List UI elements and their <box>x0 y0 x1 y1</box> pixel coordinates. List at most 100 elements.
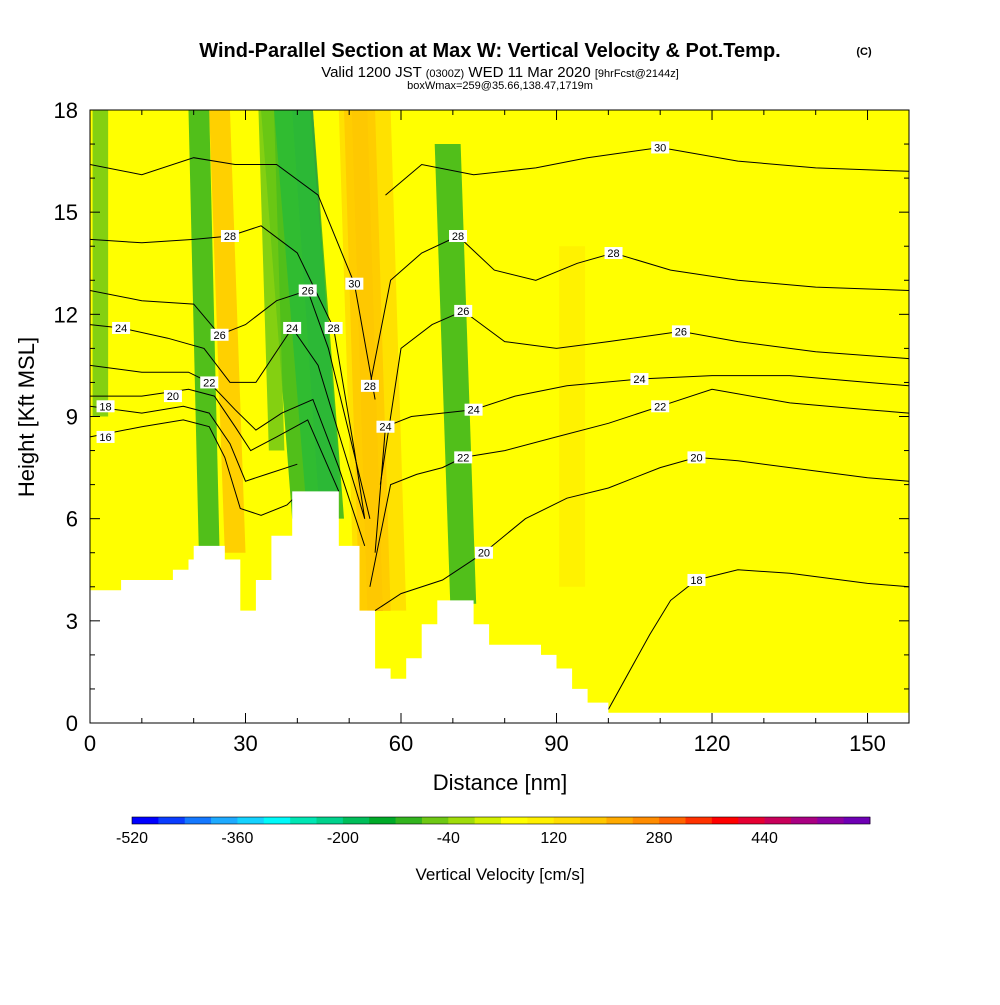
contour-label-bg <box>687 451 706 464</box>
colorbar-tick-label: -40 <box>437 830 460 847</box>
theta-contour-18-1 <box>90 405 298 482</box>
x-axis-label: Distance [nm] <box>433 770 568 795</box>
contour-label-24: 24 <box>115 323 127 335</box>
valid-prefix: Valid 1200 JST <box>321 64 421 81</box>
contour-label-bg <box>298 284 317 297</box>
colorbar-swatch <box>501 817 528 824</box>
theta-contour-28-10 <box>90 225 366 519</box>
colorbar-tick-label: -360 <box>221 830 253 847</box>
contour-label-bg <box>449 230 468 243</box>
chart-title: Wind-Parallel Section at Max W: Vertical… <box>199 40 780 62</box>
theta-contour-22-5 <box>369 388 909 587</box>
colorbar-swatch <box>421 817 449 824</box>
theta-contour-26-8 <box>90 289 371 519</box>
contour-label-bg <box>220 230 239 243</box>
contour-label-28: 28 <box>328 323 340 335</box>
contour-label-bg <box>112 321 131 334</box>
colorbar-tick-label: 120 <box>540 830 567 847</box>
contour-label-22: 22 <box>457 452 469 464</box>
colorbar-swatch <box>527 817 555 824</box>
terrain-profile <box>90 491 909 723</box>
y-axis: 0 3 6 9 12 15 18 <box>54 98 909 736</box>
contour-label-bg <box>454 451 473 464</box>
colorbar-tick-label: -200 <box>327 830 359 847</box>
colorbar-swatch <box>342 817 370 824</box>
colorbar-tick-label: 280 <box>646 830 673 847</box>
x-tick-label: 90 <box>544 731 568 756</box>
subtitle-valid: Valid 1200 JST (0300Z) WED 11 Mar 2020 [… <box>321 64 679 81</box>
x-axis: 0 30 60 90 120 150 <box>84 110 886 756</box>
contour-label-bg <box>464 403 483 416</box>
velocity-feature-7 <box>188 110 220 553</box>
contour-label-28: 28 <box>364 381 376 393</box>
contour-label-26: 26 <box>302 285 314 297</box>
contour-label-26: 26 <box>213 330 225 342</box>
theta-contour-20-3 <box>374 456 909 612</box>
y-tick-label: 12 <box>54 302 78 327</box>
colorbar-label: Vertical Velocity [cm/s] <box>415 865 584 884</box>
contour-label-bg <box>210 328 229 341</box>
y-tick-label: 0 <box>66 711 78 736</box>
colorbar-swatch <box>448 817 476 824</box>
colorbar-swatch <box>632 817 660 824</box>
contour-label-bg <box>687 573 706 586</box>
velocity-feature-12 <box>680 246 713 689</box>
contour-label-bg <box>474 546 493 559</box>
contour-label-bg <box>454 304 473 317</box>
contour-label-bg <box>630 373 649 386</box>
colorbar-swatch <box>316 817 344 824</box>
velocity-feature-8 <box>258 110 285 451</box>
colorbar-swatch <box>158 817 186 824</box>
theta-contour-16-0 <box>90 419 298 516</box>
velocity-feature-9 <box>92 110 109 417</box>
contour-labels: 16 18 20 20 20 22 22 22 24 24 24 24 24 26 26 26 26 28 28 28… <box>96 141 706 587</box>
colorbar-swatch <box>290 817 317 824</box>
x-tick-label: 60 <box>389 731 413 756</box>
contour-label-bg <box>604 247 623 260</box>
colorbar: -520 -360 -200 -40 120 280 440 <box>116 816 871 847</box>
contour-label-bg <box>360 379 379 392</box>
contour-label-22: 22 <box>654 401 666 413</box>
contour-label-28: 28 <box>224 231 236 243</box>
velocity-feature-5 <box>338 110 407 611</box>
colorbar-swatch <box>553 817 581 824</box>
terrain-mask <box>90 491 909 723</box>
theta-contour-28-11 <box>369 235 909 386</box>
valid-utc: (0300Z) <box>426 68 465 80</box>
colorbar-swatch <box>711 817 739 824</box>
contour-label-30: 30 <box>654 142 666 154</box>
valid-date: WED 11 Mar 2020 <box>468 64 590 81</box>
contour-label-bg <box>163 390 182 403</box>
contour-label-18: 18 <box>690 575 702 587</box>
colorbar-swatch <box>790 817 818 824</box>
colorbar-swatch <box>764 817 792 824</box>
contour-label-bg <box>671 325 690 338</box>
contour-label-bg <box>283 321 302 334</box>
contour-label-bg <box>651 141 670 154</box>
contour-label-28: 28 <box>607 248 619 260</box>
contour-label-20: 20 <box>690 452 702 464</box>
theta-contour-24-6 <box>90 324 366 519</box>
forecast-info: [9hrFcst@2144z] <box>595 68 679 80</box>
contour-label-26: 26 <box>457 306 469 318</box>
colorbar-swatch <box>580 817 607 824</box>
velocity-feature-11 <box>559 246 586 587</box>
potential-temperature-contours <box>90 146 909 710</box>
colorbar-swatch <box>843 817 871 824</box>
contour-label-28: 28 <box>452 231 464 243</box>
x-tick-label: 120 <box>694 731 731 756</box>
contour-label-bg <box>96 430 115 443</box>
contour-label-24: 24 <box>633 374 645 386</box>
colorbar-swatch <box>474 817 502 824</box>
colorbar-swatch <box>237 817 265 824</box>
y-tick-label: 9 <box>66 405 78 430</box>
colorbar-tick-label: 440 <box>751 830 778 847</box>
colorbar-swatch <box>132 817 159 824</box>
theta-contour-26-9 <box>379 310 909 485</box>
colorbar-swatch <box>395 817 423 824</box>
colorbar-swatch <box>184 817 212 824</box>
colorbar-swatch <box>263 817 291 824</box>
colorbar-swatch <box>211 817 238 824</box>
colorbar-swatch <box>738 817 765 824</box>
colorbar-swatch <box>685 817 713 824</box>
